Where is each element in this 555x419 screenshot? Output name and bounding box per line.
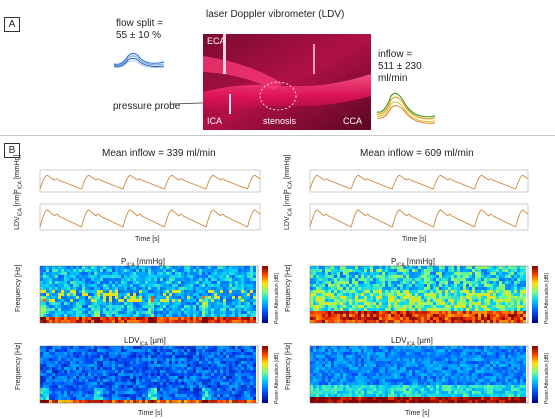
panel-divider [0, 135, 555, 136]
cca-label: CCA [343, 118, 362, 125]
left-ldv-trace [40, 204, 260, 230]
trace-line [310, 175, 528, 189]
eca-label: ECA [207, 38, 226, 45]
spectrogram-left-ldv [40, 346, 258, 403]
right-title: Mean inflow = 609 ml/min [360, 148, 474, 159]
bottom-time-xlabel-left: Time [s] [138, 408, 163, 419]
right-pressure-trace [310, 170, 528, 192]
spectrogram-left-p [40, 266, 258, 323]
right-ldv-trace [310, 204, 528, 230]
stenosis-label: stenosis [263, 118, 296, 125]
colorbar-2 [532, 266, 538, 323]
spectrogram-right-ldv [310, 346, 528, 403]
inflow-traces [375, 88, 437, 128]
flow-split-label: flow split = [116, 18, 163, 29]
right-time-xlabel: Time [s] [402, 236, 427, 243]
inflow-label: inflow = [378, 49, 412, 60]
left-title: Mean inflow = 339 ml/min [102, 148, 216, 159]
bottom-time-xlabel-right: Time [s] [405, 408, 430, 419]
left-pressure-trace [40, 170, 260, 192]
panel-label-a: A [4, 17, 20, 32]
spectrogram-right-p [310, 266, 528, 323]
pressure-probe-label: pressure probe [113, 101, 180, 112]
trace-line [310, 210, 528, 227]
flow-split-value: 55 ± 10 % [116, 30, 161, 41]
inflow-unit: ml/min [378, 73, 407, 84]
left-time-xlabel: Time [s] [135, 236, 160, 243]
ldv-label: laser Doppler vibrometer (LDV) [206, 9, 344, 20]
trace-line [40, 175, 260, 189]
trace-line [40, 210, 260, 227]
colorbar-1 [262, 266, 268, 323]
flow-split-traces [112, 50, 167, 72]
colorbar-4 [532, 346, 538, 403]
inflow-value: 511 ± 230 [378, 61, 422, 72]
ica-label: ICA [207, 118, 222, 125]
vessel-photo: ECA ICA stenosis CCA [203, 34, 371, 130]
colorbar-3 [262, 346, 268, 403]
